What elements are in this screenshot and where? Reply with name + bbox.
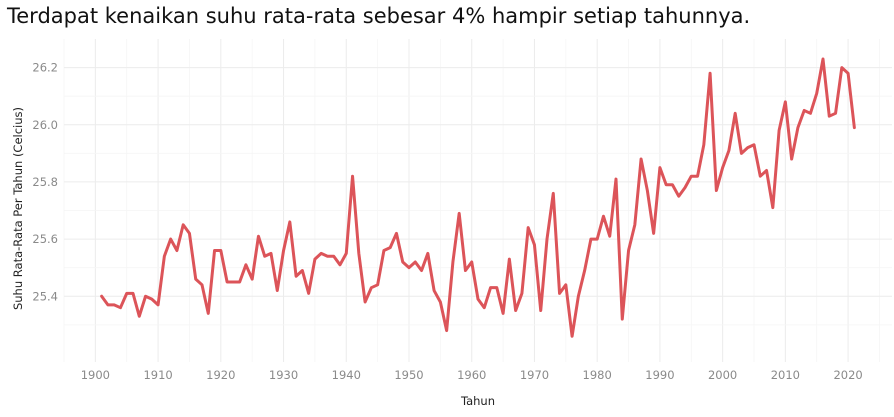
- x-axis-title: Tahun: [460, 394, 495, 408]
- y-axis-title: Suhu Rata-Rata Per Tahun (Celcius): [11, 107, 25, 310]
- y-tick-label: 26.0: [32, 118, 58, 132]
- x-tick-label: 2010: [771, 368, 800, 382]
- x-tick-label: 1920: [206, 368, 235, 382]
- x-tick-label: 2020: [833, 368, 862, 382]
- y-tick-label: 25.4: [32, 289, 58, 303]
- grid: [63, 39, 892, 362]
- chart-title: Terdapat kenaikan suhu rata-rata sebesar…: [7, 4, 751, 28]
- y-tick-label: 25.6: [32, 232, 58, 246]
- series-layer: [100, 57, 856, 338]
- x-tick-label: 1970: [520, 368, 549, 382]
- temperature-series-line: [100, 57, 856, 338]
- x-tick-label: 1960: [457, 368, 486, 382]
- x-axis-ticks: 1900 1910 1920 1930 1940 1950 1960 1970 1980 1990…: [81, 368, 863, 382]
- x-tick-label: 1990: [645, 368, 674, 382]
- y-axis-ticks: 25.4 25.6 25.8 26.0 26.2: [32, 61, 58, 304]
- y-tick-label: 25.8: [32, 175, 58, 189]
- x-tick-label: 1950: [394, 368, 423, 382]
- x-tick-label: 1940: [332, 368, 361, 382]
- x-tick-label: 1930: [269, 368, 298, 382]
- x-tick-label: 1980: [583, 368, 612, 382]
- x-tick-label: 2000: [708, 368, 737, 382]
- y-tick-label: 26.2: [32, 61, 58, 75]
- x-tick-label: 1910: [143, 368, 172, 382]
- x-tick-label: 1900: [81, 368, 110, 382]
